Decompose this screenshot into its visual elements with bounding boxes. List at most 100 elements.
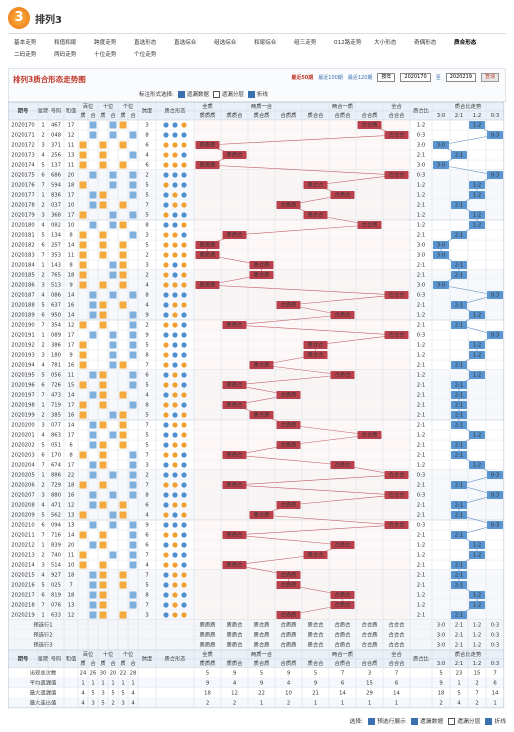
digit-cell: [119, 411, 127, 419]
checkbox[interactable]: [247, 91, 255, 98]
preselect-option: 2:1: [455, 643, 464, 649]
checkbox-option[interactable]: 遗漏分层: [448, 716, 480, 725]
ratio: 2:1: [417, 363, 426, 369]
checkbox-option[interactable]: 预选行展示: [367, 716, 406, 725]
preselect-option: 质合合: [308, 631, 325, 639]
ratio: 2:1: [417, 533, 426, 539]
nav-item[interactable]: 个位走势: [134, 52, 157, 58]
checkbox[interactable]: [367, 718, 375, 725]
nav-item[interactable]: 大小形态: [374, 40, 397, 46]
nav-item[interactable]: 跨度走势: [94, 40, 117, 46]
start-input[interactable]: 2020170: [400, 73, 431, 82]
preselect-option: 合合质: [362, 621, 379, 629]
ratio-cell-label: 1:2: [473, 123, 482, 129]
nav-item[interactable]: 十位走势: [94, 52, 117, 58]
span: 8: [145, 403, 149, 409]
digit-cell: [109, 211, 117, 219]
issue: 2020180: [11, 223, 35, 229]
header-cell: 十位: [103, 650, 114, 658]
number: 143: [51, 263, 61, 269]
nav-item[interactable]: 组选综合: [214, 40, 237, 46]
digit-cell: [119, 571, 127, 579]
number: 729: [51, 483, 61, 489]
nav-item[interactable]: 奇偶形态: [414, 40, 437, 46]
digit-cell: [79, 381, 87, 389]
number: 037: [51, 203, 61, 209]
nav-item[interactable]: 012路走势: [334, 40, 362, 46]
form-dot: [181, 462, 187, 468]
form-dot: [181, 182, 187, 188]
nav-item[interactable]: 和值和尾: [54, 40, 77, 46]
digit-cell: [89, 501, 97, 509]
preselect-option: 1:2: [473, 633, 482, 639]
header-cell: 两质一合: [251, 102, 273, 110]
pattern-tag: [384, 131, 409, 139]
header-cell: 合质合: [335, 659, 352, 667]
query-button[interactable]: 查询: [480, 73, 499, 82]
digit-cell: [129, 551, 137, 559]
checkbox[interactable]: [212, 91, 220, 98]
checkbox-label[interactable]: 遗漏分层: [221, 92, 244, 98]
sum: 8: [69, 233, 73, 239]
number: 781: [51, 363, 61, 369]
digit-cell: [79, 251, 87, 259]
number: 863: [51, 433, 61, 439]
span: 5: [145, 183, 148, 189]
number: 385: [51, 413, 61, 419]
nav-item[interactable]: 二码走势: [14, 52, 37, 58]
nav-item[interactable]: 和尾综合: [254, 40, 277, 46]
ratio-cell: [469, 351, 485, 359]
nav-item[interactable]: 质合形态: [454, 40, 477, 46]
pattern-tag-label: 质质合: [227, 231, 244, 239]
checkbox[interactable]: [177, 91, 185, 98]
issue: 2020178: [11, 203, 35, 209]
checkbox-label[interactable]: 预选行展示: [376, 719, 406, 725]
checkbox-option[interactable]: 遗漏分层: [212, 90, 244, 98]
header-cell: 期号: [18, 107, 29, 115]
year-select[interactable]: 按年: [377, 73, 396, 82]
checkbox-option[interactable]: 折线: [485, 716, 506, 725]
nav-item[interactable]: 基本走势: [14, 40, 37, 46]
checkbox-option[interactable]: 遗漏数据: [177, 90, 209, 98]
checkbox-label[interactable]: 遗漏数据: [186, 92, 209, 98]
form-dot: [163, 262, 169, 268]
preselect-option: 3:0: [437, 623, 446, 629]
nav-item[interactable]: 直选形态: [134, 40, 157, 46]
form-dot: [163, 602, 169, 608]
weekday: 5: [41, 163, 44, 169]
checkbox[interactable]: [485, 718, 493, 725]
ratio-cell: [469, 371, 485, 379]
stats-value: 7: [475, 691, 478, 697]
checkbox-label[interactable]: 折线: [494, 719, 506, 725]
pattern-tag-label: 合质质: [281, 501, 298, 509]
nav-item[interactable]: 直选综合: [174, 40, 197, 46]
digit-cell: [89, 291, 97, 299]
checkbox-label[interactable]: 折线: [256, 92, 268, 98]
end-input[interactable]: 2020219: [445, 73, 476, 82]
form-dot: [172, 462, 178, 468]
checkbox-option[interactable]: 遗漏数据: [410, 716, 444, 725]
sum: 11: [68, 373, 75, 379]
weekday: 3: [41, 423, 44, 429]
digit-cell: [119, 121, 127, 129]
range-link[interactable]: 最近50期: [291, 75, 314, 81]
stats-value: 18: [204, 691, 211, 697]
digit-cell: [119, 271, 127, 279]
span: 5: [145, 213, 148, 219]
checkbox-option[interactable]: 折线: [247, 90, 268, 98]
pattern-tag-label: 质质合: [227, 561, 244, 569]
checkbox[interactable]: [448, 718, 456, 725]
header-cell: 十位: [103, 102, 114, 110]
digit-cell: [99, 531, 107, 539]
range-link[interactable]: 最近100期: [318, 75, 343, 81]
form-dot: [163, 252, 169, 258]
nav-item[interactable]: 组三走势: [294, 40, 317, 46]
nav-item[interactable]: 两码走势: [54, 52, 77, 58]
range-link[interactable]: 最近120期: [347, 75, 373, 81]
digit-cell: [109, 121, 117, 129]
ratio-cell: [451, 151, 467, 159]
checkbox-label[interactable]: 遗漏分层: [457, 719, 481, 725]
checkbox[interactable]: [410, 718, 418, 725]
ratio-cell: [469, 461, 485, 469]
checkbox-label[interactable]: 遗漏数据: [419, 719, 444, 725]
